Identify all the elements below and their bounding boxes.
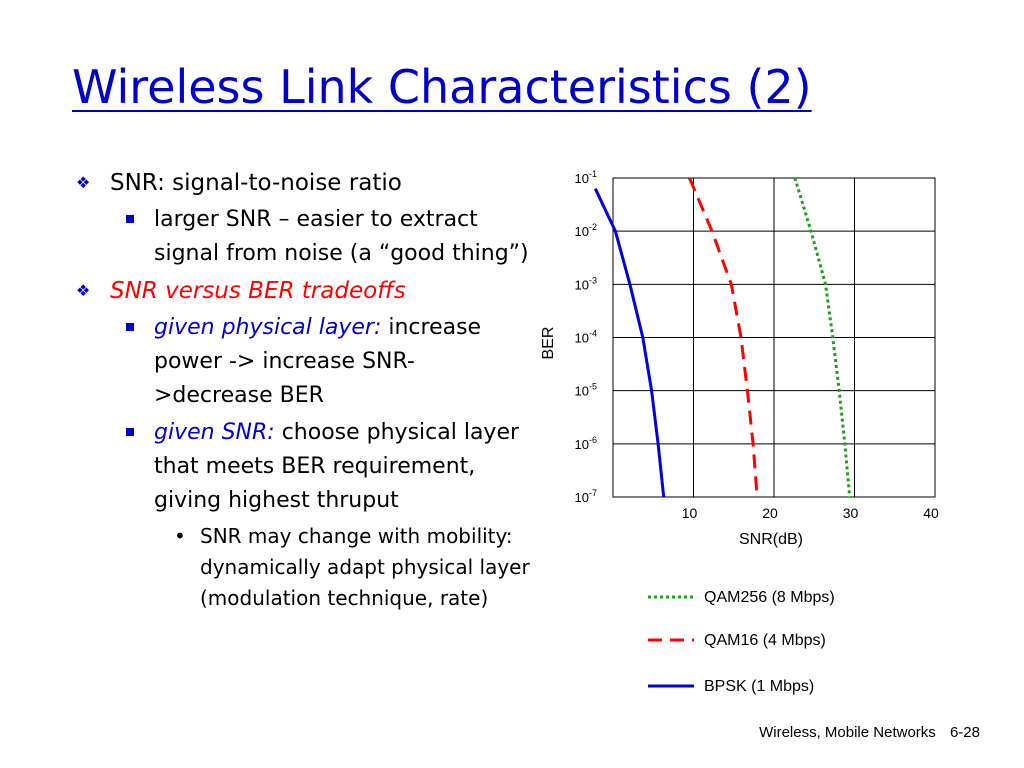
- bullet-tradeoffs: ❖ SNR versus BER tradeoffs: [72, 274, 532, 308]
- series-line: [688, 177, 759, 498]
- legend-label: QAM256 (8 Mbps): [704, 589, 835, 606]
- square-bullet-icon: [126, 323, 134, 331]
- bullet-text: SNR may change with mobility: dynamicall…: [200, 524, 530, 610]
- series-line: [793, 177, 852, 498]
- y-tick-label: 10-3: [575, 275, 597, 292]
- chart-grid: [612, 177, 936, 498]
- legend-label: QAM16 (4 Mbps): [704, 632, 826, 649]
- bullet-lead: given SNR:: [154, 420, 275, 445]
- y-axis-label: BER: [540, 327, 557, 360]
- x-axis-label: SNR(dB): [739, 531, 803, 548]
- dot-bullet-icon: •: [174, 524, 186, 548]
- bullet-text: SNR: signal-to-noise ratio: [110, 170, 402, 196]
- chart-series: [593, 177, 852, 498]
- square-bullet-icon: [126, 428, 134, 436]
- y-tick-label: 10-1: [575, 169, 597, 186]
- diamond-bullet-icon: ❖: [76, 173, 91, 192]
- slide-title: Wireless Link Characteristics (2): [72, 60, 812, 114]
- x-tick-label: 10: [682, 505, 698, 521]
- slide-footer: Wireless, Mobile Networks 6-28: [759, 724, 980, 741]
- bullet-text: larger SNR – easier to extract signal fr…: [154, 207, 529, 266]
- y-tick-label: 10-4: [575, 329, 597, 346]
- bullet-given-snr: given SNR: choose physical layer that me…: [72, 416, 532, 518]
- bullet-list: ❖ SNR: signal-to-noise ratio larger SNR …: [72, 166, 532, 614]
- y-tick-label: 10-7: [575, 488, 597, 505]
- bullet-text: choose physical layer that meets BER req…: [154, 420, 520, 513]
- footer-course: Wireless, Mobile Networks: [759, 724, 936, 741]
- bullet-lead: given physical layer:: [154, 315, 382, 340]
- chart-ticks: 10-1 10-2 10-3 10-4 10-5 10-6 10-7 10 20 30 40: [575, 169, 939, 521]
- y-tick-label: 10-5: [575, 382, 597, 399]
- bullet-physical-layer: given physical layer: increase power -> …: [72, 311, 532, 413]
- bullet-text: increase power -> increase SNR->decrease…: [154, 315, 482, 408]
- footer-page-number: 6-28: [949, 724, 980, 741]
- y-tick-label: 10-6: [575, 435, 597, 452]
- x-tick-label: 20: [762, 505, 778, 521]
- bullet-snr: ❖ SNR: signal-to-noise ratio: [72, 166, 532, 200]
- x-tick-label: 30: [843, 505, 859, 521]
- chart-legend: QAM256 (8 Mbps) QAM16 (4 Mbps) BPSK (1 Mbp…: [648, 589, 835, 695]
- bullet-larger-snr: larger SNR – easier to extract signal fr…: [72, 203, 532, 271]
- series-line: [593, 188, 666, 498]
- bullet-text: SNR versus BER tradeoffs: [110, 278, 406, 304]
- legend-label: BPSK (1 Mbps): [704, 678, 814, 695]
- x-tick-label: 40: [923, 505, 939, 521]
- bullet-mobility: • SNR may change with mobility: dynamica…: [72, 521, 532, 614]
- y-tick-label: 10-2: [575, 222, 597, 239]
- square-bullet-icon: [126, 215, 134, 223]
- diamond-bullet-icon: ❖: [76, 281, 91, 300]
